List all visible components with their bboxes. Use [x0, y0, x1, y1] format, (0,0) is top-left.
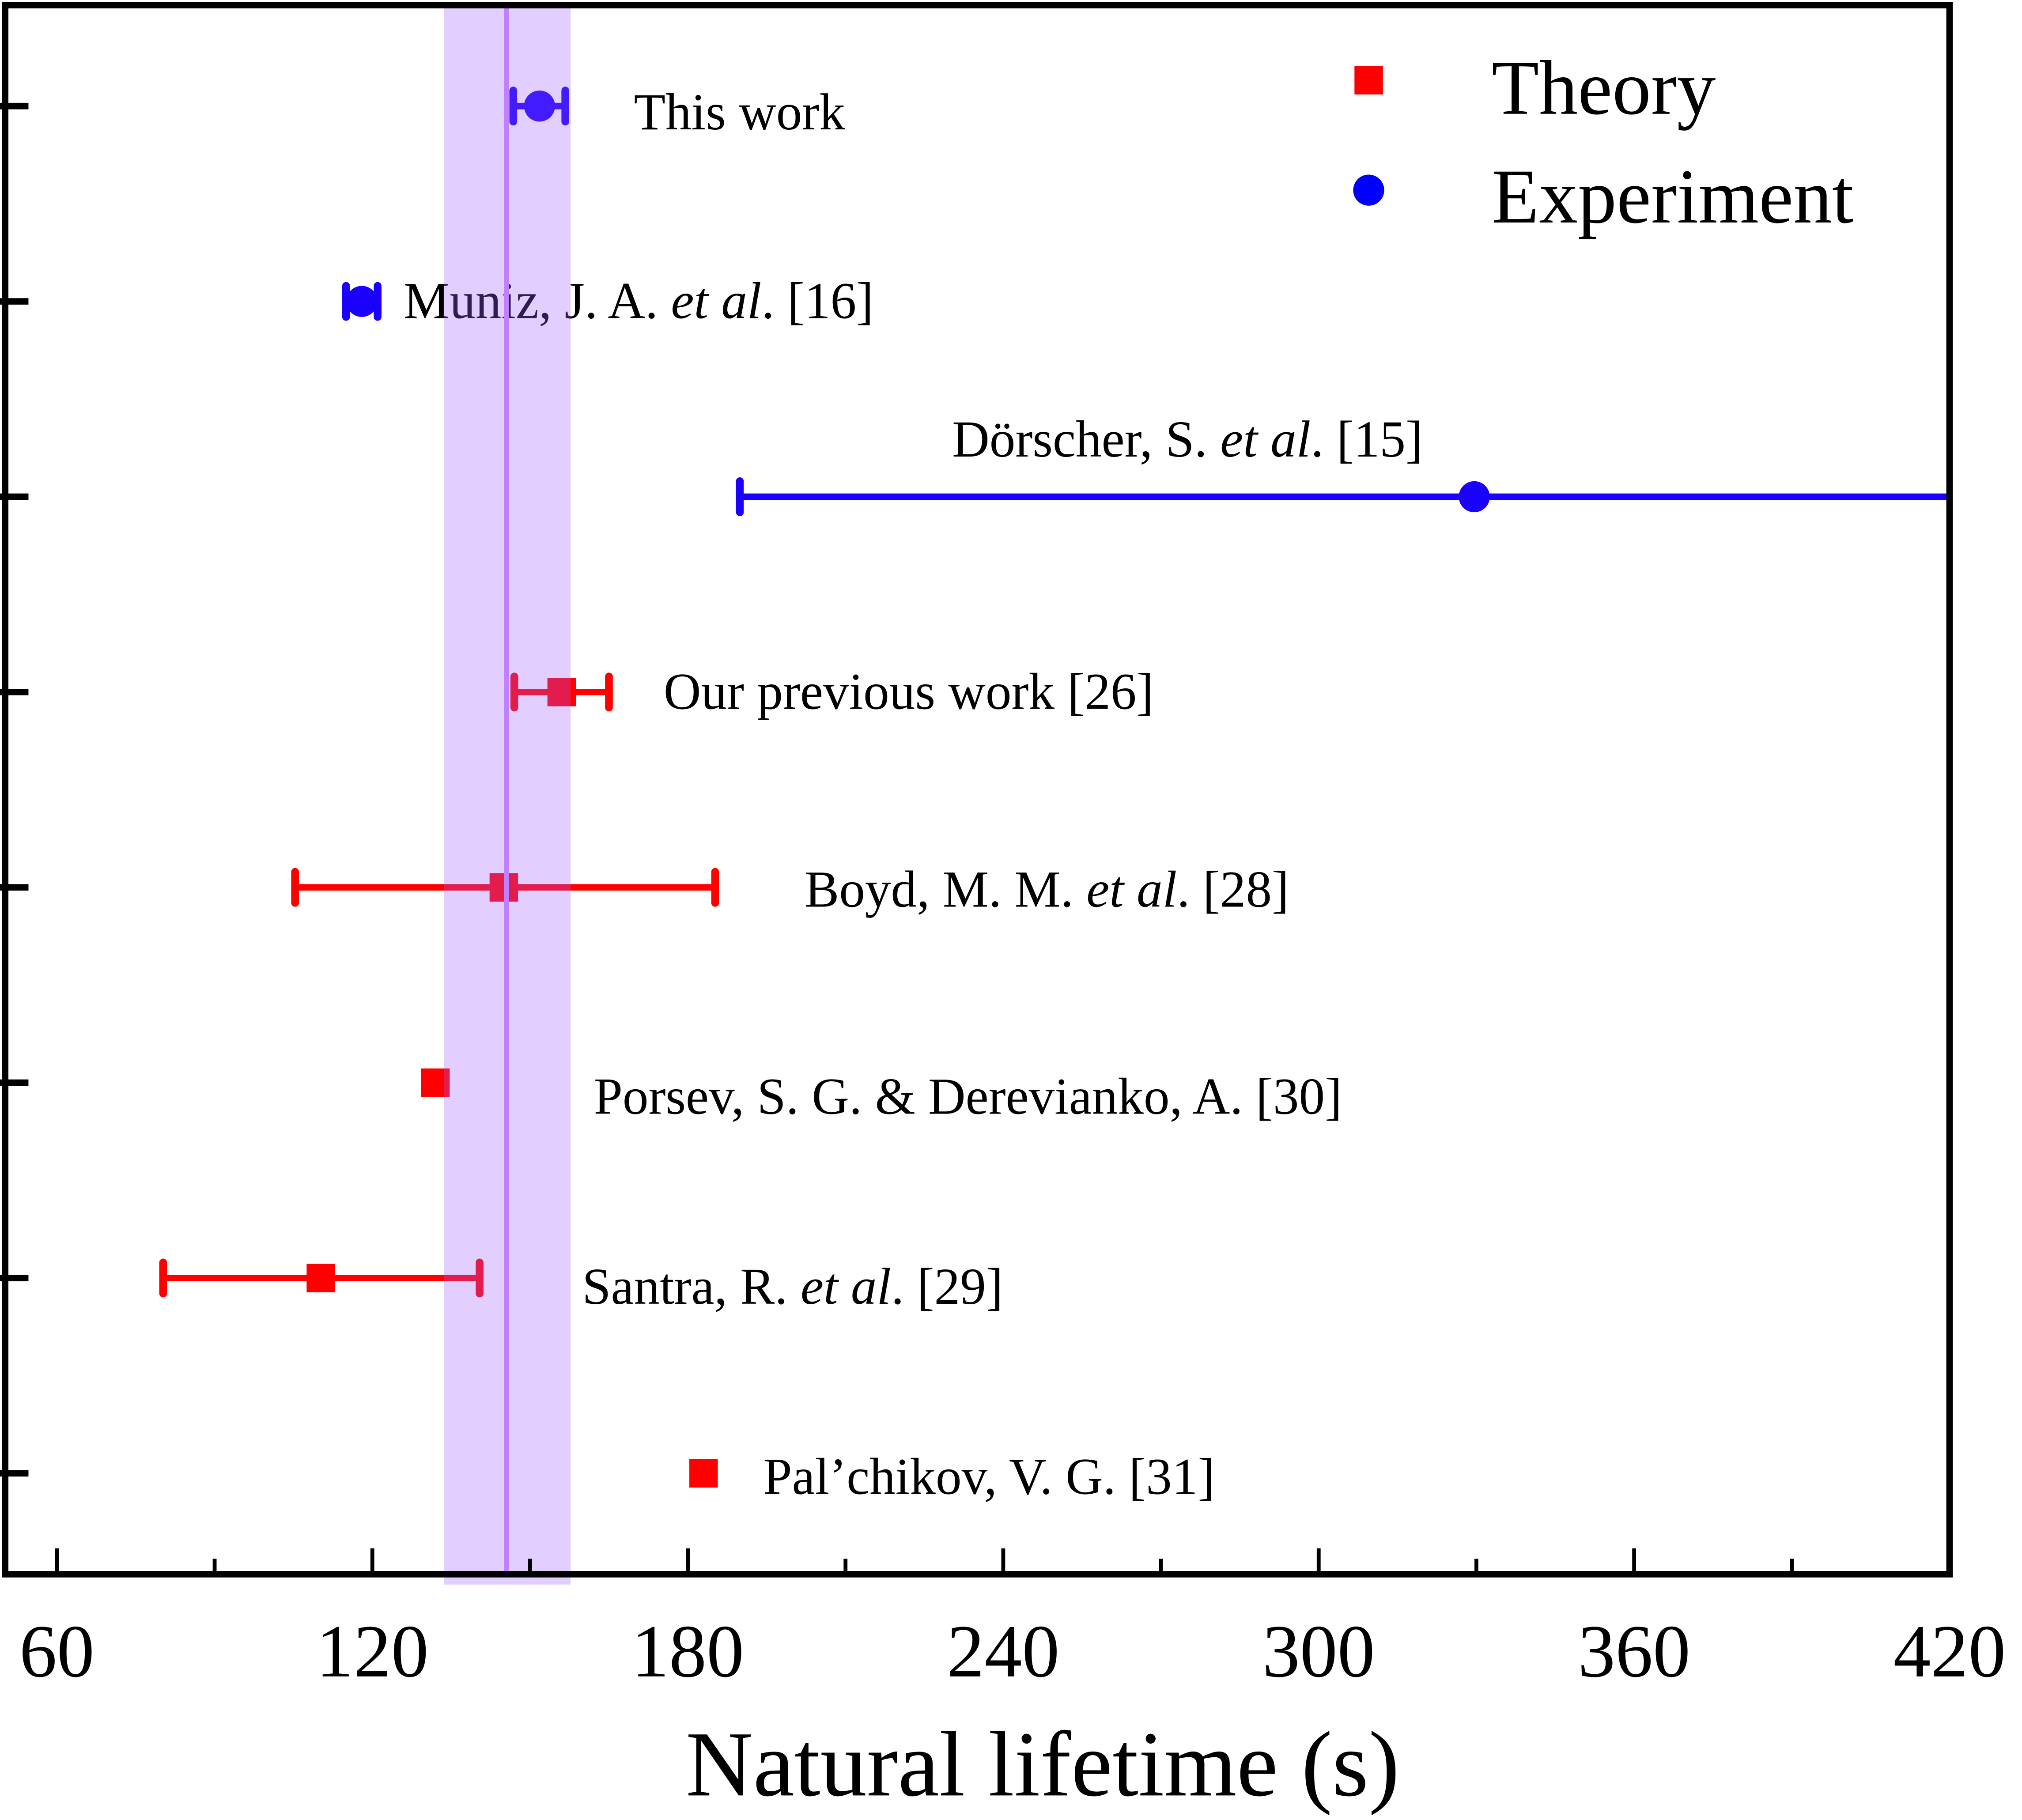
x-axis: 60 120 180 240 300 360 420 [0, 102, 2006, 1693]
legend-experiment-marker [1353, 174, 1384, 206]
data-point-group [421, 1068, 450, 1097]
data-label-text: Dörscher, S. [952, 411, 1220, 468]
data-label-italic: et al [1220, 411, 1311, 468]
data-label-italic: et al [671, 273, 761, 330]
data-label: Our previous work [26] [664, 663, 1154, 720]
legend: Theory Experiment [1353, 45, 1854, 240]
data-label: Dörscher, S. et al. [15] [952, 411, 1423, 468]
x-tick-label: 300 [1262, 1610, 1375, 1693]
theory-marker [421, 1068, 450, 1097]
x-axis-label: Natural lifetime (s) [686, 1712, 1399, 1816]
data-label-text: Our previous work [26] [664, 663, 1154, 720]
experiment-marker [1459, 481, 1490, 513]
data-label-suffix: . [16] [761, 273, 873, 330]
theory-marker [547, 678, 576, 706]
data-label-text: This work [634, 84, 846, 141]
data-label-text: Santra, R. [582, 1258, 801, 1315]
data-point-group [689, 1459, 718, 1488]
data-label-suffix: . [28] [1177, 861, 1289, 918]
data-label-text: Pal’chikov, V. G. [31] [763, 1449, 1215, 1506]
legend-experiment-label: Experiment [1492, 154, 1854, 240]
theory-marker [306, 1264, 335, 1292]
data-label: Pal’chikov, V. G. [31] [763, 1449, 1215, 1506]
data-point-group [509, 87, 569, 126]
experiment-marker [524, 91, 556, 122]
data-label: Porsev, S. G. & Derevianko, A. [30] [594, 1068, 1342, 1125]
data-label: Muniz, J. A. et al. [16] [404, 273, 873, 330]
data-label: Santra, R. et al. [29] [582, 1258, 1003, 1315]
data-label-italic: et al [801, 1258, 891, 1315]
series-group [159, 87, 1950, 1488]
x-tick-label: 420 [1893, 1610, 2006, 1693]
legend-theory-label: Theory [1492, 45, 1716, 131]
data-label-suffix: . [29] [891, 1258, 1003, 1315]
x-tick-label: 120 [316, 1610, 429, 1693]
x-tick-label: 180 [631, 1610, 744, 1693]
plot-frame [2, 2, 1953, 1578]
data-point-group [736, 477, 1950, 516]
experiment-marker [346, 286, 378, 317]
data-label-text: Porsev, S. G. & Derevianko, A. [30] [594, 1068, 1342, 1125]
data-label-italic: et al [1086, 861, 1177, 918]
data-label-text: Muniz, J. A. [404, 273, 671, 330]
theory-marker [689, 1459, 718, 1488]
data-label: Boyd, M. M. et al. [28] [805, 861, 1289, 918]
x-tick-label: 240 [947, 1610, 1059, 1693]
x-tick-label: 60 [19, 1610, 94, 1693]
data-point-group [342, 282, 382, 321]
data-label-suffix: . [15] [1311, 411, 1423, 468]
data-label: This work [634, 84, 846, 141]
data-label-text: Boyd, M. M. [805, 861, 1086, 918]
theory-marker [489, 873, 518, 902]
x-tick-label: 360 [1578, 1610, 1690, 1693]
legend-theory-marker [1354, 66, 1383, 94]
data-point-group [159, 1258, 484, 1298]
data-point-group [510, 672, 613, 712]
